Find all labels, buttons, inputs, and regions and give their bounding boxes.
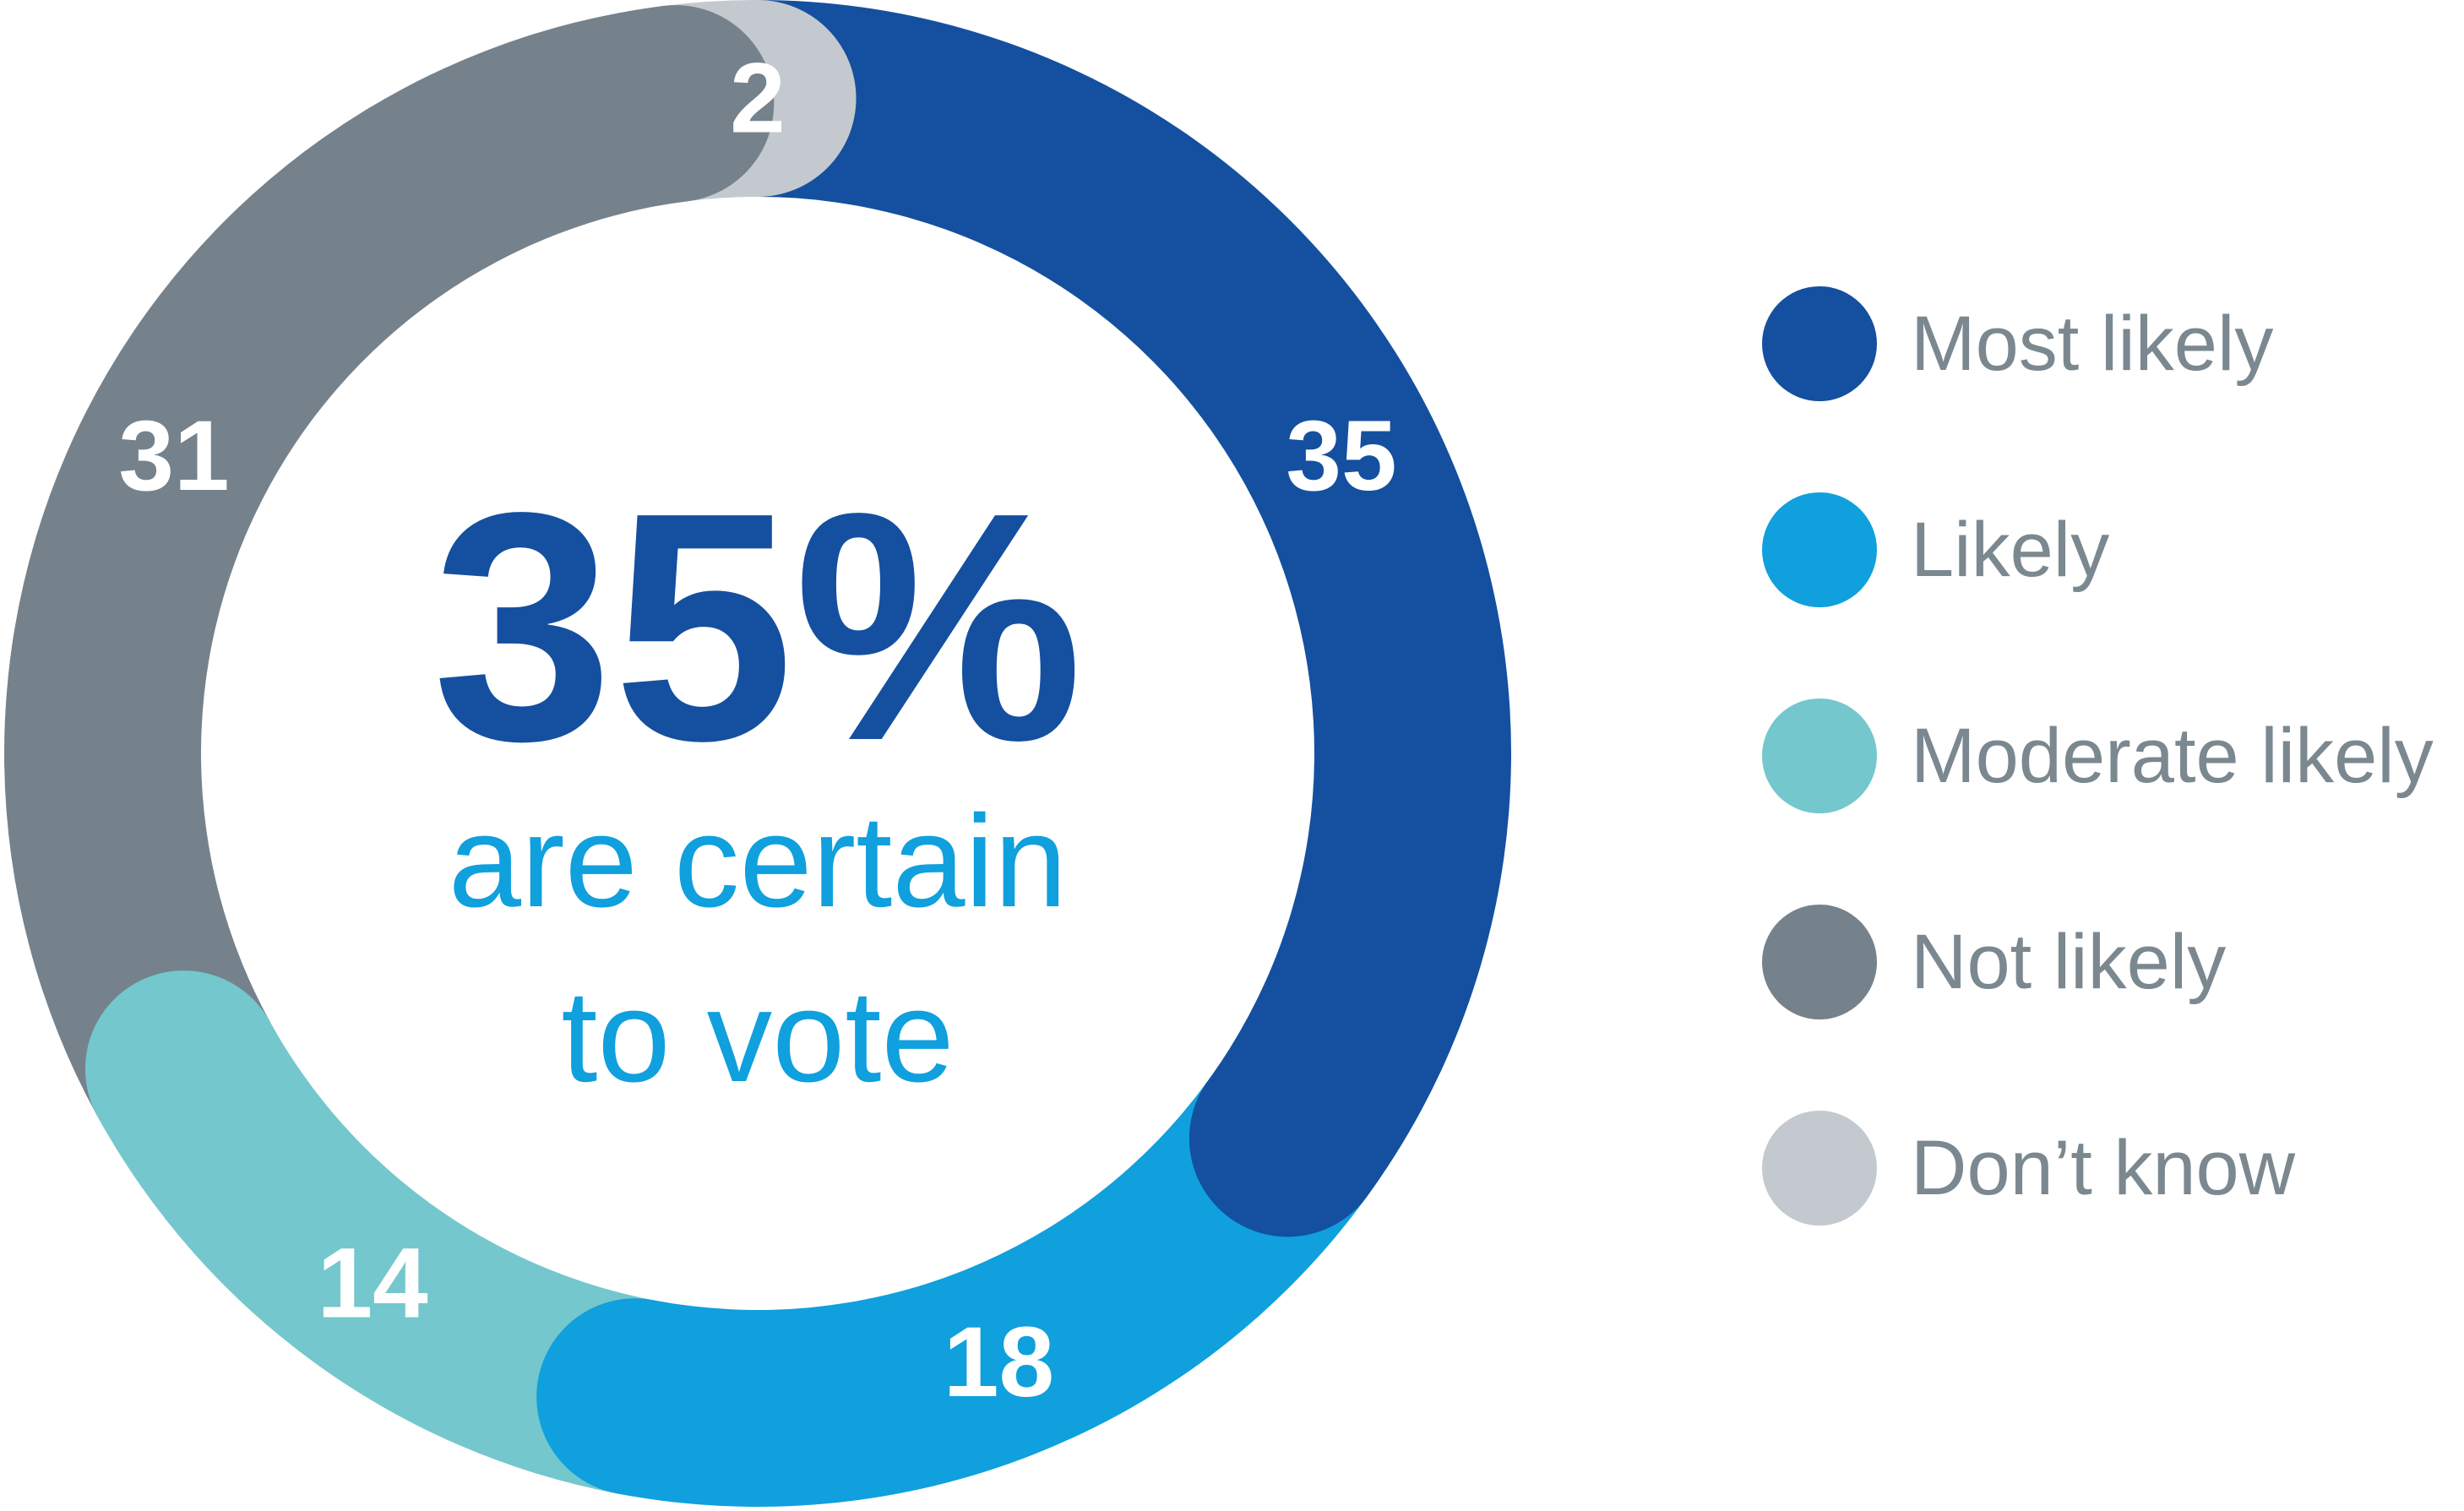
donut-segment-cap-not-likely bbox=[577, 5, 775, 203]
legend-swatch-moderate-likely-icon bbox=[1762, 698, 1877, 813]
segment-value-label-moderate-likely: 14 bbox=[318, 1227, 428, 1339]
legend-item-not-likely: Not likely bbox=[1762, 905, 2434, 1019]
donut-segment-cap-likely bbox=[536, 1298, 734, 1496]
legend-item-most-likely: Most likely bbox=[1762, 286, 2434, 401]
legend: Most likely Likely Moderate likely Not l… bbox=[1762, 286, 2434, 1226]
legend-label-likely: Likely bbox=[1911, 507, 2110, 593]
legend-dot-most-likely bbox=[1762, 286, 1877, 401]
legend-dot-moderate-likely bbox=[1762, 698, 1877, 813]
center-value: 35% bbox=[432, 444, 1084, 808]
segment-value-label-likely: 18 bbox=[944, 1307, 1054, 1418]
legend-label-dont-know: Don’t know bbox=[1911, 1125, 2296, 1211]
center-caption-line1: are certain bbox=[449, 788, 1067, 934]
legend-dot-likely bbox=[1762, 492, 1877, 607]
legend-label-moderate-likely: Moderate likely bbox=[1911, 713, 2434, 799]
donut-segment-not-likely bbox=[4, 6, 688, 1117]
center-caption-line2: to vote bbox=[561, 963, 954, 1109]
legend-dot-dont-know bbox=[1762, 1111, 1877, 1226]
segment-value-label-not-likely: 31 bbox=[118, 400, 229, 512]
legend-swatch-not-likely-icon bbox=[1762, 905, 1877, 1019]
legend-swatch-likely-icon bbox=[1762, 492, 1877, 607]
legend-dot-not-likely bbox=[1762, 905, 1877, 1019]
legend-label-not-likely: Not likely bbox=[1911, 919, 2227, 1005]
donut-segment-cap-moderate-likely bbox=[84, 970, 282, 1168]
legend-swatch-most-likely-icon bbox=[1762, 286, 1877, 401]
legend-item-likely: Likely bbox=[1762, 492, 2434, 607]
legend-swatch-dont-know-icon bbox=[1762, 1111, 1877, 1226]
donut-segment-most-likely bbox=[758, 0, 1511, 1197]
legend-item-dont-know: Don’t know bbox=[1762, 1111, 2434, 1226]
legend-label-most-likely: Most likely bbox=[1911, 301, 2274, 387]
segment-value-label-most-likely: 35 bbox=[1286, 400, 1396, 512]
donut-chart: 35 18 14 31 2 35%are certain to vote bbox=[4, 0, 1511, 1507]
donut-segment-cap-most-likely bbox=[1188, 1040, 1386, 1237]
legend-item-moderate-likely: Moderate likely bbox=[1762, 698, 2434, 813]
segment-value-label-dont-know: 2 bbox=[730, 43, 786, 155]
donut-segment-likely bbox=[616, 1080, 1368, 1507]
